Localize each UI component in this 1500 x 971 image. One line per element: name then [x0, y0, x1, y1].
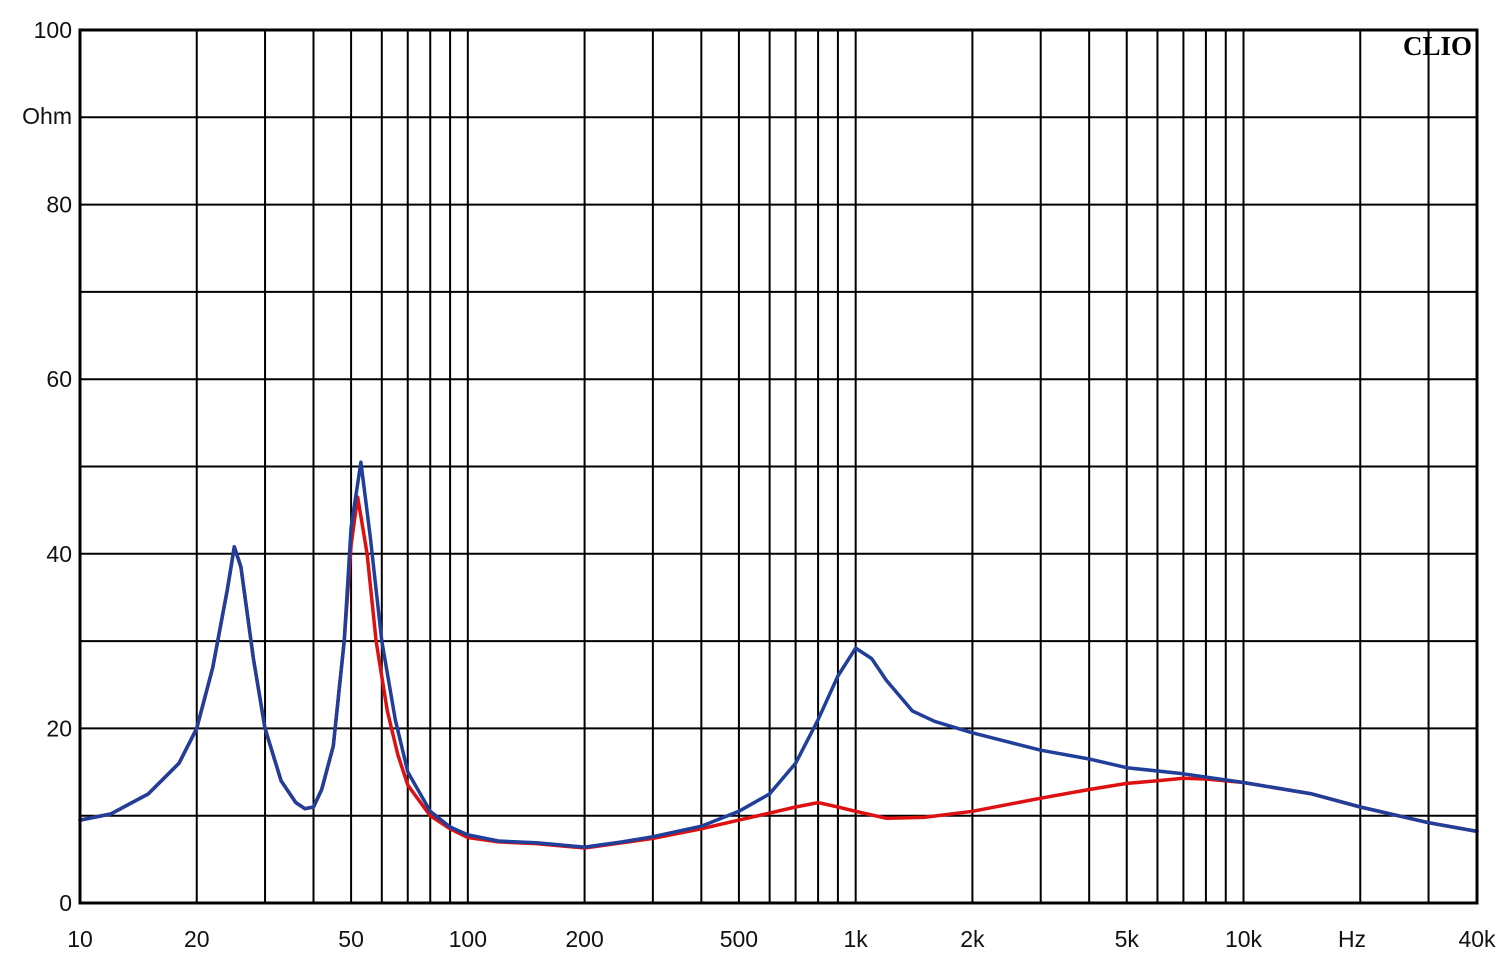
y-tick-label: 100	[34, 17, 72, 43]
x-tick-label: 500	[720, 926, 758, 952]
x-axis-unit-label: Hz	[1338, 926, 1366, 952]
plot-frame	[78, 28, 1479, 905]
series-layer	[78, 460, 1479, 850]
tick-labels: 10 20 50 100 200 500 1k 2k 5k 10k 40k 0 20 40 60 80 100	[34, 17, 1496, 952]
x-tick-label: 200	[565, 926, 603, 952]
x-tick-label: 5k	[1115, 926, 1140, 952]
x-tick-label: 10k	[1225, 926, 1263, 952]
x-tick-label: 40k	[1458, 926, 1496, 952]
y-tick-label: 0	[59, 890, 72, 916]
x-tick-label: 2k	[960, 926, 985, 952]
grid	[80, 30, 1477, 903]
x-tick-label: 100	[449, 926, 487, 952]
y-tick-label: 60	[46, 366, 72, 392]
y-tick-label: 80	[46, 192, 72, 218]
y-tick-label: 20	[46, 715, 72, 741]
x-tick-label: 20	[184, 926, 210, 952]
x-tick-label: 10	[67, 926, 93, 952]
y-tick-label: 40	[46, 541, 72, 567]
x-tick-label: 1k	[844, 926, 869, 952]
clio-brand-label: CLIO	[1403, 31, 1472, 61]
x-tick-label: 50	[338, 926, 364, 952]
series-line-2	[78, 460, 1479, 849]
y-axis-unit-label: Ohm	[22, 103, 72, 129]
